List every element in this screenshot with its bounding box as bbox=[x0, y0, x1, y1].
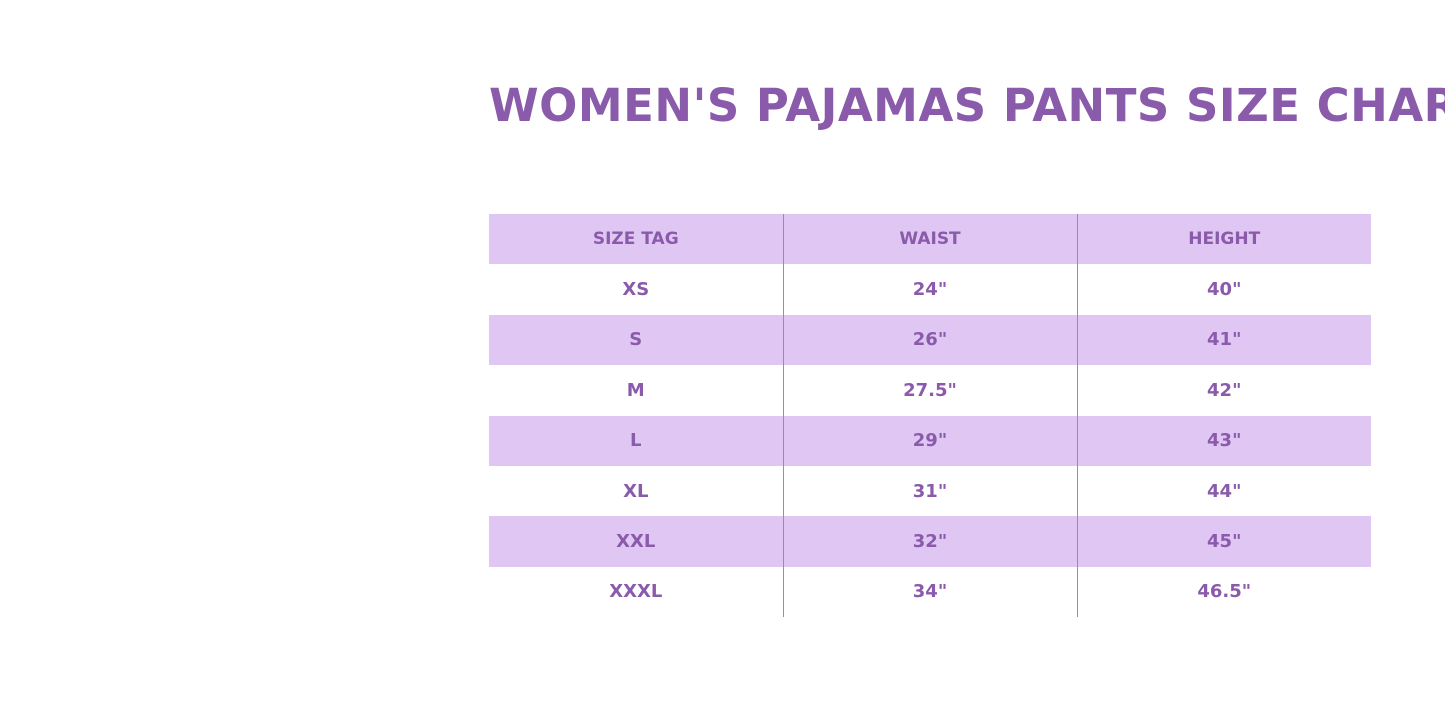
table-row: L 29" 43" bbox=[489, 415, 1371, 466]
cell-size: XS bbox=[622, 279, 650, 301]
cell-waist: 34" bbox=[782, 566, 1077, 618]
table-header-row: SIZE TAG WAIST HEIGHT bbox=[489, 214, 1371, 265]
table-row: M 27.5" 42" bbox=[489, 365, 1371, 416]
cell-size: XL bbox=[623, 480, 649, 502]
cell-waist: 31" bbox=[782, 465, 1077, 517]
header-height: HEIGHT bbox=[1076, 214, 1371, 265]
cell-waist: 32" bbox=[782, 516, 1077, 567]
cell-waist: 26" bbox=[782, 314, 1077, 366]
cell-waist: 24" bbox=[782, 264, 1077, 315]
page-title: WOMEN'S PAJAMAS PANTS SIZE CHART bbox=[489, 79, 1445, 132]
table-row: XXXL 34" 46.5" bbox=[489, 566, 1371, 618]
table-row: S 26" 41" bbox=[489, 314, 1371, 366]
cell-waist: 29" bbox=[782, 415, 1077, 466]
cell-height: 43" bbox=[1076, 415, 1371, 466]
header-size-tag: SIZE TAG bbox=[489, 214, 783, 265]
table-row: XXL 32" 45" bbox=[489, 516, 1371, 567]
cell-height: 41" bbox=[1076, 314, 1371, 366]
cell-height: 45" bbox=[1076, 516, 1371, 567]
size-chart-table: SIZE TAG WAIST HEIGHT XS 24" 40" S 26" 41" M 27… bbox=[489, 214, 1371, 618]
cell-size: S bbox=[489, 314, 783, 366]
cell-size: XXXL bbox=[609, 581, 663, 603]
cell-height: 44" bbox=[1076, 465, 1371, 517]
cell-waist: 27.5" bbox=[782, 365, 1077, 416]
header-waist: WAIST bbox=[782, 214, 1077, 265]
table-row: XS 24" 40" bbox=[489, 264, 1371, 315]
cell-height: 42" bbox=[1076, 365, 1371, 416]
cell-size: L bbox=[489, 415, 783, 466]
cell-height: 40" bbox=[1076, 264, 1371, 315]
cell-size: M bbox=[626, 379, 645, 401]
table-row: XL 31" 44" bbox=[489, 465, 1371, 517]
cell-size: XXL bbox=[489, 516, 783, 567]
cell-height: 46.5" bbox=[1076, 566, 1371, 618]
